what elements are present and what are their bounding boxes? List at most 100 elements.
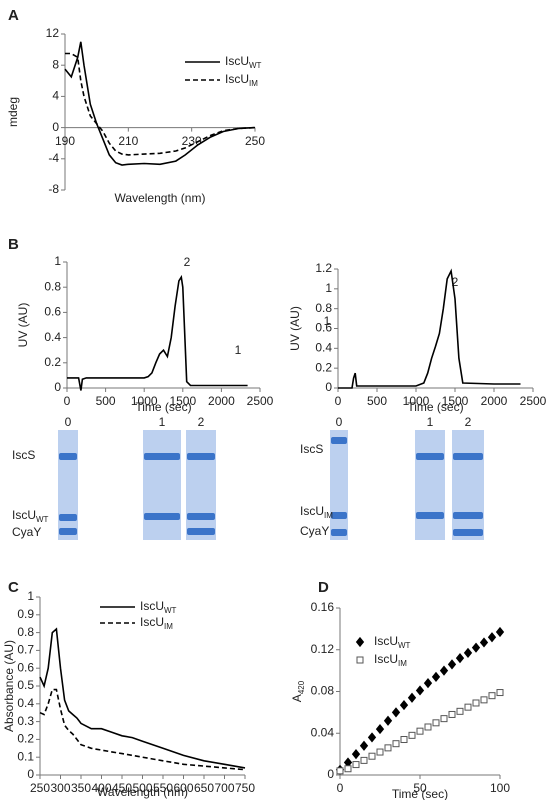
data-point: [360, 756, 368, 764]
y-tick-label: 1: [54, 254, 61, 268]
y-axis-label-sub: 420: [297, 680, 306, 694]
gel-band: [331, 437, 347, 444]
data-point: [415, 685, 425, 696]
legend-label-sub: WT: [249, 61, 262, 70]
data-point: [391, 707, 401, 718]
y-tick-label: 0: [54, 380, 61, 394]
y-axis-label: mdeg: [6, 97, 20, 127]
gel-band: [453, 512, 483, 519]
data-point: [383, 715, 393, 726]
data-point: [384, 744, 392, 752]
x-tick-label: 250: [245, 134, 265, 148]
band-label-sub: IM: [324, 511, 333, 520]
y-tick-label: 0.16: [311, 600, 335, 614]
y-tick-label: 0.8: [315, 301, 332, 315]
gel-lane: [452, 430, 484, 540]
y-tick-label: 0.2: [17, 732, 34, 746]
data-point: [471, 642, 481, 653]
y-tick-label: -8: [48, 182, 59, 196]
legend-label: IscUWT: [374, 634, 411, 650]
x-tick-label: 0: [335, 394, 342, 408]
gel-band: [331, 512, 347, 519]
gel-lane: [143, 430, 181, 540]
gel-lane: [415, 430, 445, 540]
lane-label: 0: [336, 415, 343, 429]
legend-label-sub: WT: [398, 641, 411, 650]
y-tick-label: 1: [27, 589, 34, 603]
x-tick-label: 2000: [481, 394, 508, 408]
x-axis-label: Wavelength (nm): [97, 785, 188, 799]
y-tick-label: 12: [46, 26, 60, 40]
data-point: [336, 767, 344, 775]
y-tick-label: 0.7: [17, 643, 34, 657]
data-point: [447, 659, 457, 670]
data-line: [65, 52, 256, 156]
band-label: IscUIM: [300, 504, 333, 520]
data-point: [359, 740, 369, 751]
data-point: [448, 710, 456, 718]
data-point: [344, 765, 352, 773]
band-label-main: IscS: [300, 442, 323, 456]
x-tick-label: 300: [50, 781, 70, 795]
peak-annotation: 1: [324, 314, 331, 328]
gel-band: [331, 529, 347, 536]
legend-label-main: IscU: [140, 599, 164, 613]
y-tick-label: 0.5: [17, 678, 34, 692]
data-point: [352, 761, 360, 769]
legend-label-main: IscU: [374, 652, 398, 666]
data-point: [456, 707, 464, 715]
x-tick-label: 350: [71, 781, 91, 795]
y-tick-label: 0: [27, 767, 34, 781]
data-line: [67, 274, 248, 391]
gel-lane: [330, 430, 348, 540]
x-tick-label: 750: [235, 781, 255, 795]
legend-label-main: IscU: [140, 615, 164, 629]
x-tick-label: 250: [30, 781, 50, 795]
gel-band: [416, 512, 444, 519]
x-tick-label: 2500: [520, 394, 547, 408]
x-tick-label: 50: [413, 781, 427, 795]
gel-band: [453, 529, 483, 536]
y-tick-label: 8: [52, 57, 59, 71]
data-point: [423, 678, 433, 689]
legend-label: IscUWT: [225, 54, 262, 70]
data-point: [368, 752, 376, 760]
y-tick-label: 0.12: [311, 642, 335, 656]
data-point: [431, 671, 441, 682]
legend-label: IscUWT: [140, 599, 177, 615]
peak-annotation: 2: [452, 275, 459, 289]
x-tick-label: 500: [96, 394, 116, 408]
y-tick-label: 0.6: [315, 321, 332, 335]
gel-band: [187, 528, 215, 535]
y-tick-label: 0.04: [311, 725, 335, 739]
legend-label-sub: WT: [164, 606, 177, 615]
data-point: [479, 637, 489, 648]
x-tick-label: 700: [214, 781, 234, 795]
gel-band: [59, 514, 77, 521]
legend-label: IscUIM: [225, 72, 258, 88]
y-tick-label: 0.6: [44, 305, 61, 319]
gel-lane: [58, 430, 78, 540]
panel-label: C: [8, 579, 19, 596]
x-tick-label: 1500: [169, 394, 196, 408]
x-tick-label: 400: [91, 781, 111, 795]
y-tick-label: 0.2: [44, 355, 61, 369]
lane-label: 0: [65, 415, 72, 429]
x-tick-label: 0: [337, 781, 344, 795]
data-point: [439, 665, 449, 676]
data-line: [338, 268, 521, 389]
band-label: IscS: [12, 448, 35, 462]
band-label-main: IscS: [12, 448, 35, 462]
gel-band: [59, 453, 77, 460]
peak-annotation: 2: [184, 255, 191, 269]
data-point: [432, 719, 440, 727]
gel-band: [187, 513, 215, 520]
data-point: [407, 692, 417, 703]
peak-annotation: 1: [235, 343, 242, 357]
x-axis-label: Time (sec): [407, 400, 463, 414]
x-axis-label: Wavelength (nm): [115, 191, 206, 205]
y-axis-label: UV (AU): [16, 303, 30, 348]
gel-lane: [186, 430, 216, 540]
x-tick-label: 600: [173, 781, 193, 795]
